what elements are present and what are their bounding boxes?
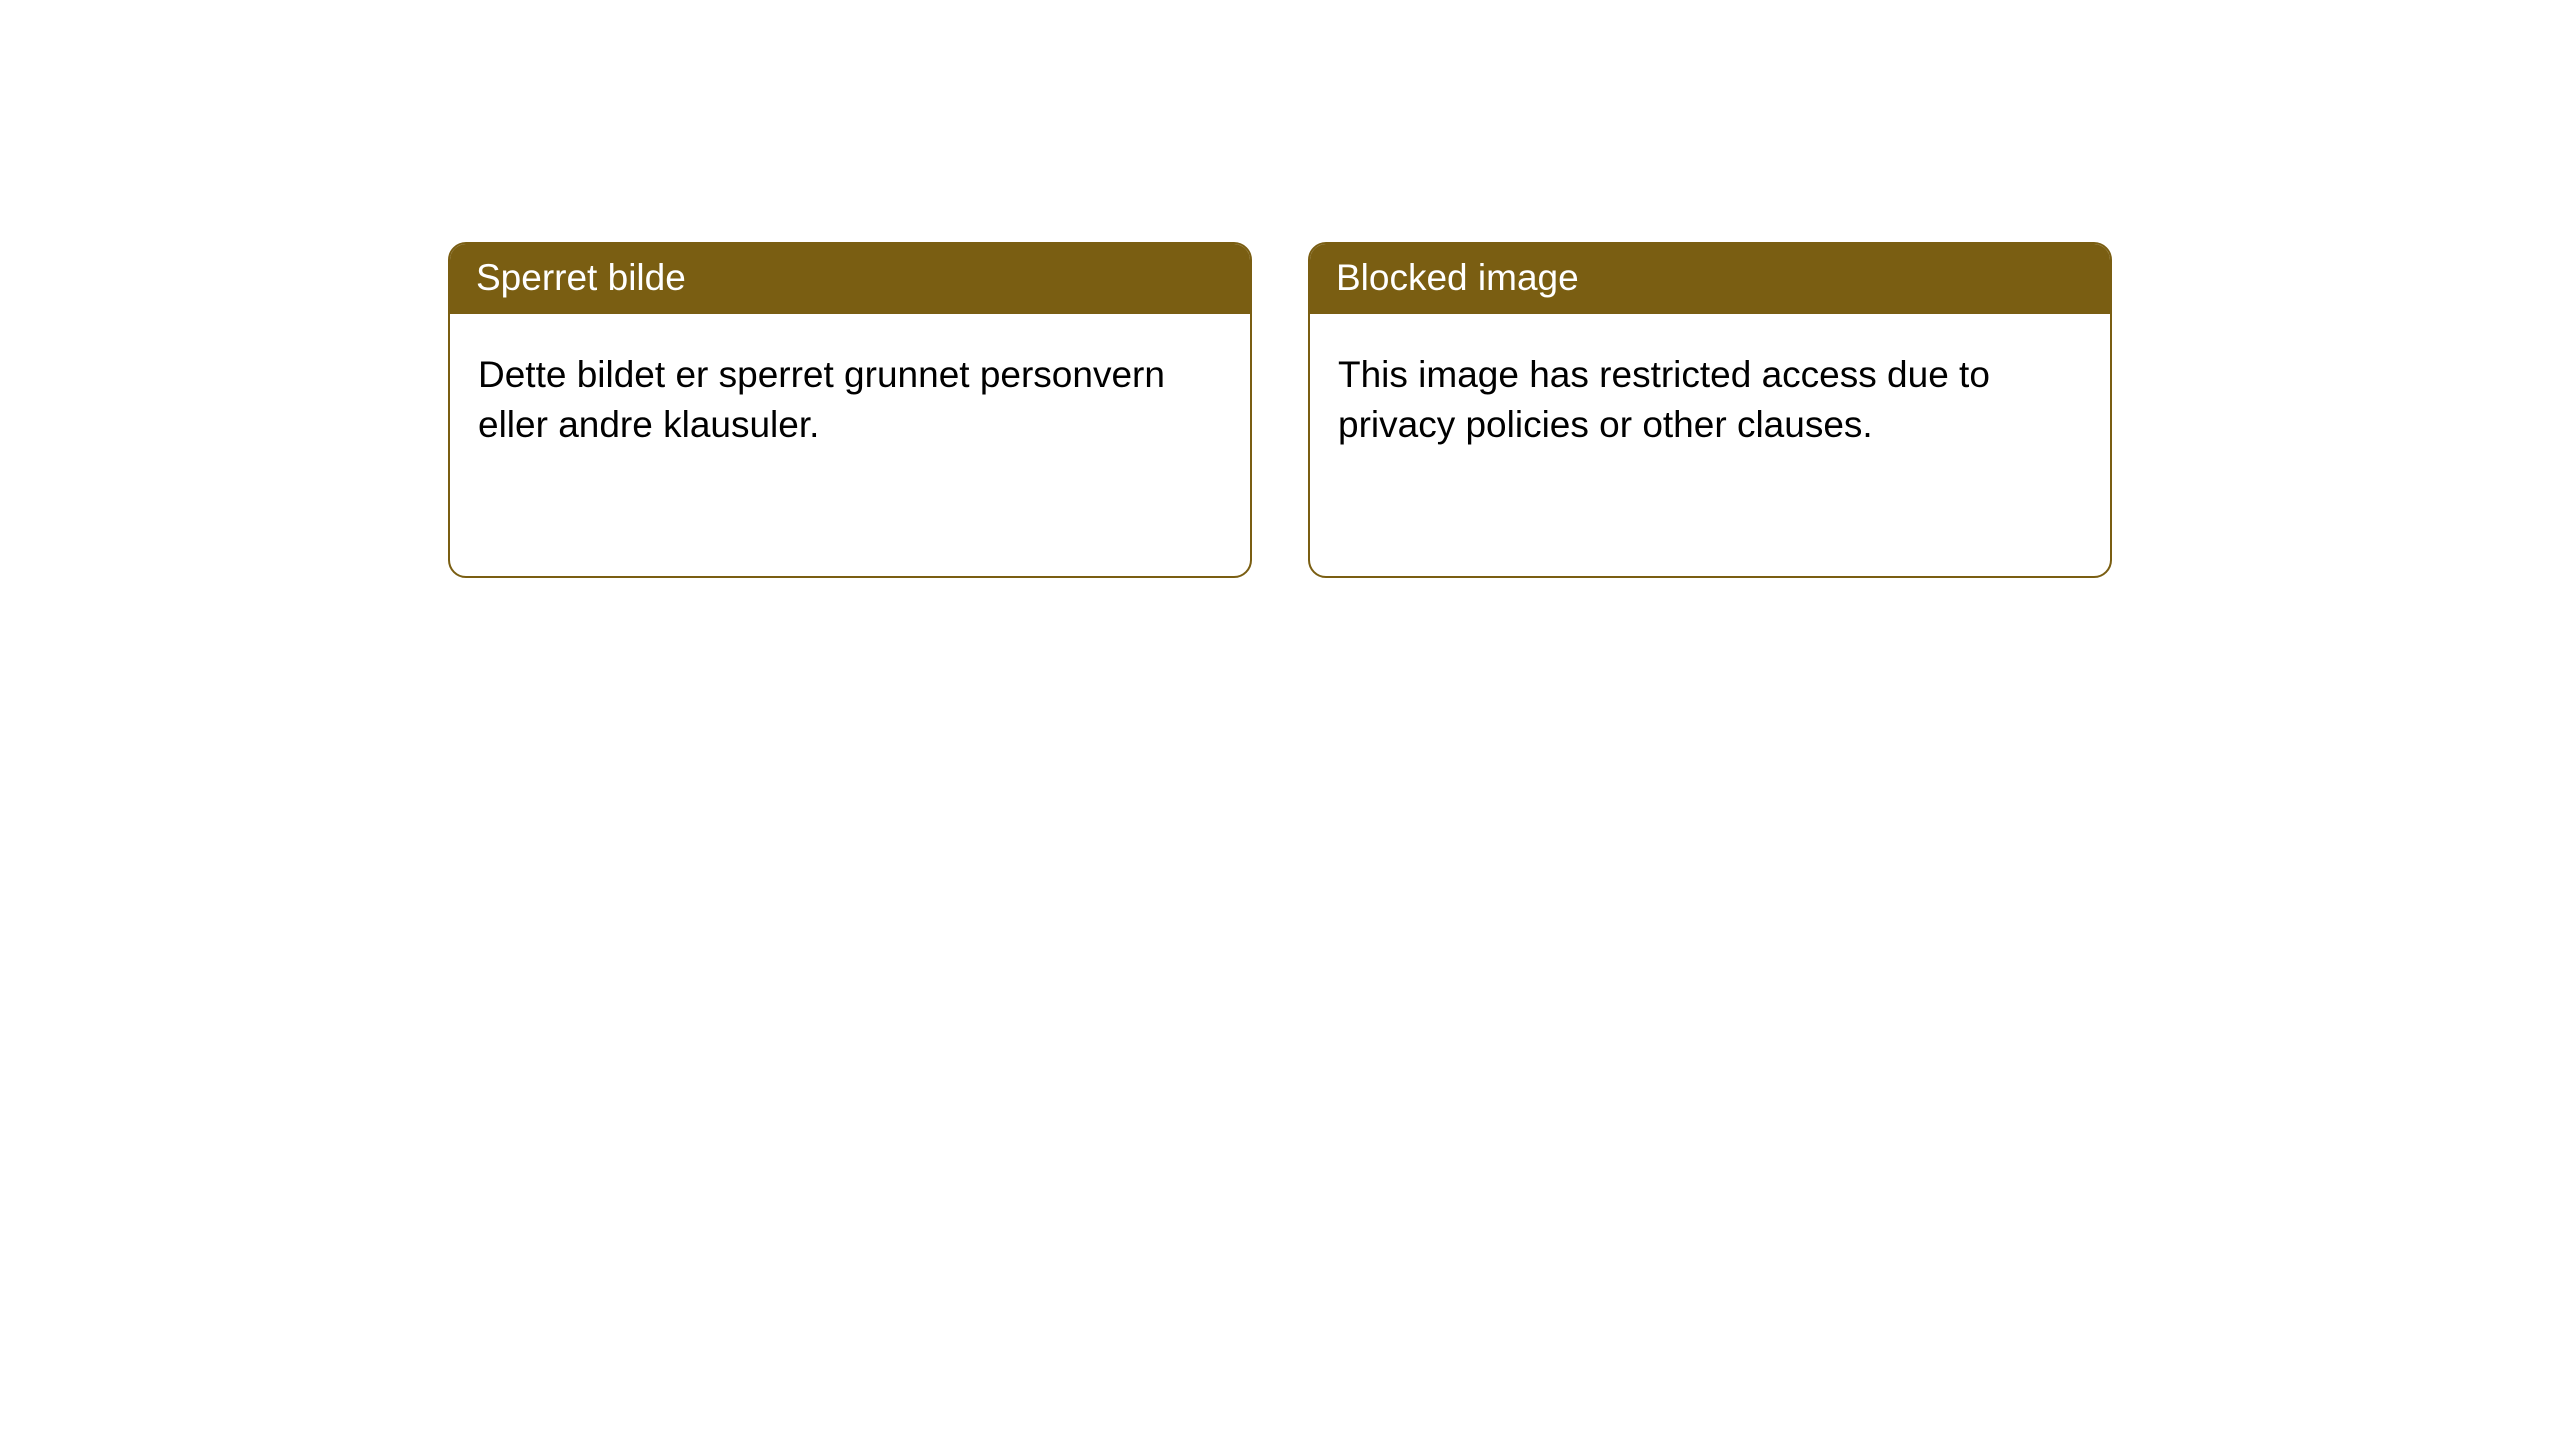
card-header: Blocked image (1310, 244, 2110, 314)
card-body: This image has restricted access due to … (1310, 314, 2110, 478)
blocked-image-card-no: Sperret bilde Dette bildet er sperret gr… (448, 242, 1252, 578)
notice-cards-container: Sperret bilde Dette bildet er sperret gr… (0, 0, 2560, 578)
blocked-image-card-en: Blocked image This image has restricted … (1308, 242, 2112, 578)
card-header: Sperret bilde (450, 244, 1250, 314)
card-body: Dette bildet er sperret grunnet personve… (450, 314, 1250, 478)
